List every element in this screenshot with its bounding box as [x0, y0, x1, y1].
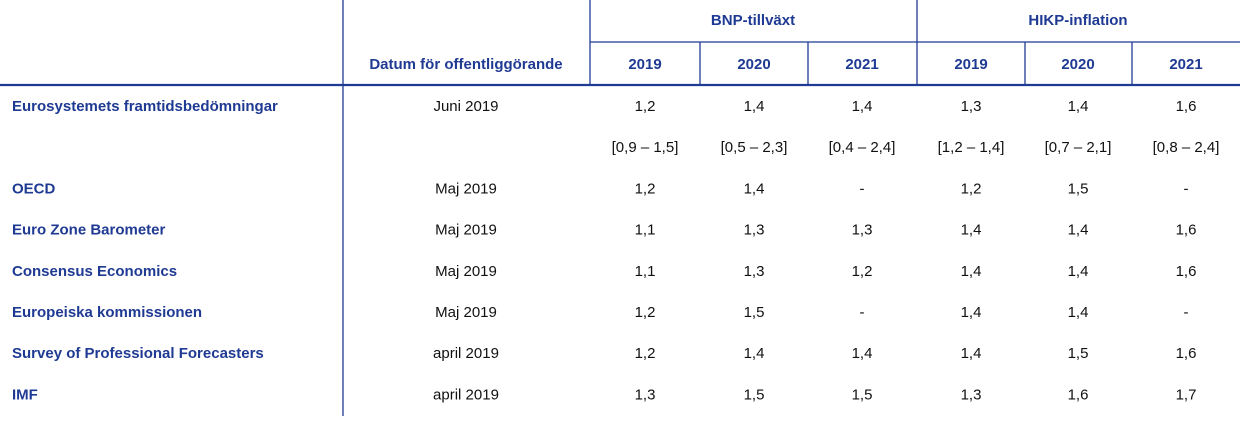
cell-range: [1,2 – 1,4]	[938, 139, 1005, 156]
cell-value: -	[860, 304, 865, 321]
cell-range: [0,8 – 2,4]	[1153, 139, 1220, 156]
cell-value: 1,2	[635, 180, 656, 197]
cell-value: 1,3	[852, 222, 873, 239]
cell-value: 1,6	[1176, 222, 1197, 239]
cell-value: 1,4	[852, 98, 873, 115]
row-name: OECD	[12, 180, 56, 197]
cell-value: 1,2	[961, 180, 982, 197]
row-date: april 2019	[433, 386, 499, 403]
cell-value: 1,2	[852, 263, 873, 280]
cell-value: 1,5	[1068, 345, 1089, 362]
cell-value: 1,3	[635, 386, 656, 403]
cell-value: 1,4	[961, 263, 982, 280]
cell-value: 1,4	[1068, 304, 1089, 321]
row-date: Maj 2019	[435, 263, 497, 280]
cell-value: 1,2	[635, 98, 656, 115]
row-name: Consensus Economics	[12, 263, 177, 280]
row-date: april 2019	[433, 345, 499, 362]
cell-value: -	[1184, 180, 1189, 197]
cell-range: [0,5 – 2,3]	[721, 139, 788, 156]
cell-range: [0,7 – 2,1]	[1045, 139, 1112, 156]
cell-range: [0,9 – 1,5]	[612, 139, 679, 156]
year-header: 2020	[737, 56, 770, 73]
cell-value: 1,4	[1068, 263, 1089, 280]
cell-value: 1,4	[961, 345, 982, 362]
cell-value: 1,3	[744, 222, 765, 239]
row-name: Survey of Professional Forecasters	[12, 345, 264, 362]
row-name: IMF	[12, 386, 38, 403]
cell-value: 1,5	[744, 386, 765, 403]
row-name: Europeiska kommissionen	[12, 304, 202, 321]
cell-value: 1,3	[744, 263, 765, 280]
row-date: Maj 2019	[435, 222, 497, 239]
cell-value: 1,7	[1176, 386, 1197, 403]
cell-value: -	[1184, 304, 1189, 321]
cell-value: 1,4	[1068, 98, 1089, 115]
row-date: Maj 2019	[435, 180, 497, 197]
row-name: Euro Zone Barometer	[12, 222, 166, 239]
row-date: Juni 2019	[433, 98, 498, 115]
cell-value: 1,3	[961, 386, 982, 403]
year-header: 2019	[954, 56, 987, 73]
cell-value: 1,4	[852, 345, 873, 362]
group-header: BNP-tillväxt	[711, 12, 795, 29]
row-date: Maj 2019	[435, 304, 497, 321]
date-header: Datum för offentliggörande	[369, 56, 562, 73]
cell-value: 1,5	[852, 386, 873, 403]
cell-value: 1,4	[744, 180, 765, 197]
cell-range: [0,4 – 2,4]	[829, 139, 896, 156]
cell-value: 1,1	[635, 222, 656, 239]
cell-value: 1,6	[1176, 345, 1197, 362]
cell-value: 1,4	[961, 222, 982, 239]
cell-value: 1,3	[961, 98, 982, 115]
cell-value: 1,6	[1068, 386, 1089, 403]
cell-value: 1,4	[744, 345, 765, 362]
group-header: HIKP-inflation	[1028, 12, 1127, 29]
cell-value: 1,4	[961, 304, 982, 321]
year-header: 2021	[845, 56, 878, 73]
cell-value: 1,4	[1068, 222, 1089, 239]
cell-value: 1,1	[635, 263, 656, 280]
cell-value: 1,6	[1176, 98, 1197, 115]
cell-value: -	[860, 180, 865, 197]
cell-value: 1,5	[1068, 180, 1089, 197]
cell-value: 1,5	[744, 304, 765, 321]
cell-value: 1,2	[635, 345, 656, 362]
cell-value: 1,4	[744, 98, 765, 115]
year-header: 2020	[1061, 56, 1094, 73]
cell-value: 1,2	[635, 304, 656, 321]
year-header: 2019	[628, 56, 661, 73]
cell-value: 1,6	[1176, 263, 1197, 280]
row-name: Eurosystemets framtidsbedömningar	[12, 98, 278, 115]
year-header: 2021	[1169, 56, 1202, 73]
